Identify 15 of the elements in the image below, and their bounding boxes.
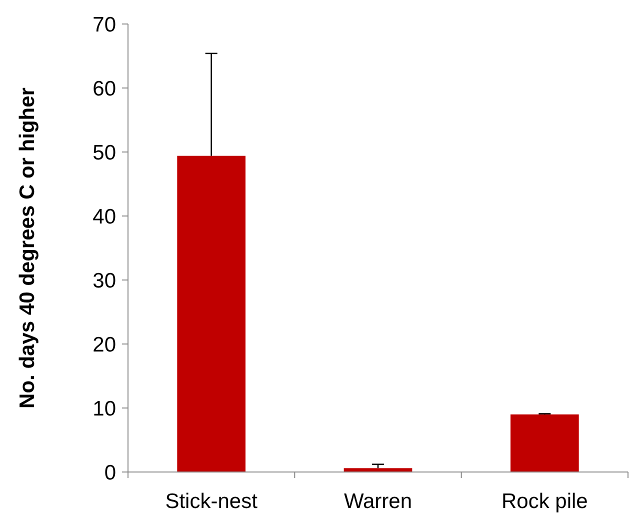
x-tick-label: Rock pile	[501, 490, 588, 513]
bar	[177, 156, 246, 472]
y-axis-title: No. days 40 degrees C or higher	[16, 88, 39, 408]
y-tick-label: 50	[92, 141, 116, 164]
y-tick-label: 30	[92, 269, 116, 292]
bar	[510, 414, 579, 472]
y-tick-label: 10	[92, 397, 116, 420]
bar	[344, 468, 412, 472]
y-tick-label: 20	[92, 333, 116, 356]
y-tick-label: 0	[104, 461, 116, 484]
x-tick-label: Stick-nest	[165, 490, 258, 513]
y-tick-label: 60	[92, 77, 116, 100]
x-tick-label: Warren	[344, 490, 412, 513]
y-tick-label: 40	[92, 205, 116, 228]
y-tick-label: 70	[92, 13, 116, 36]
